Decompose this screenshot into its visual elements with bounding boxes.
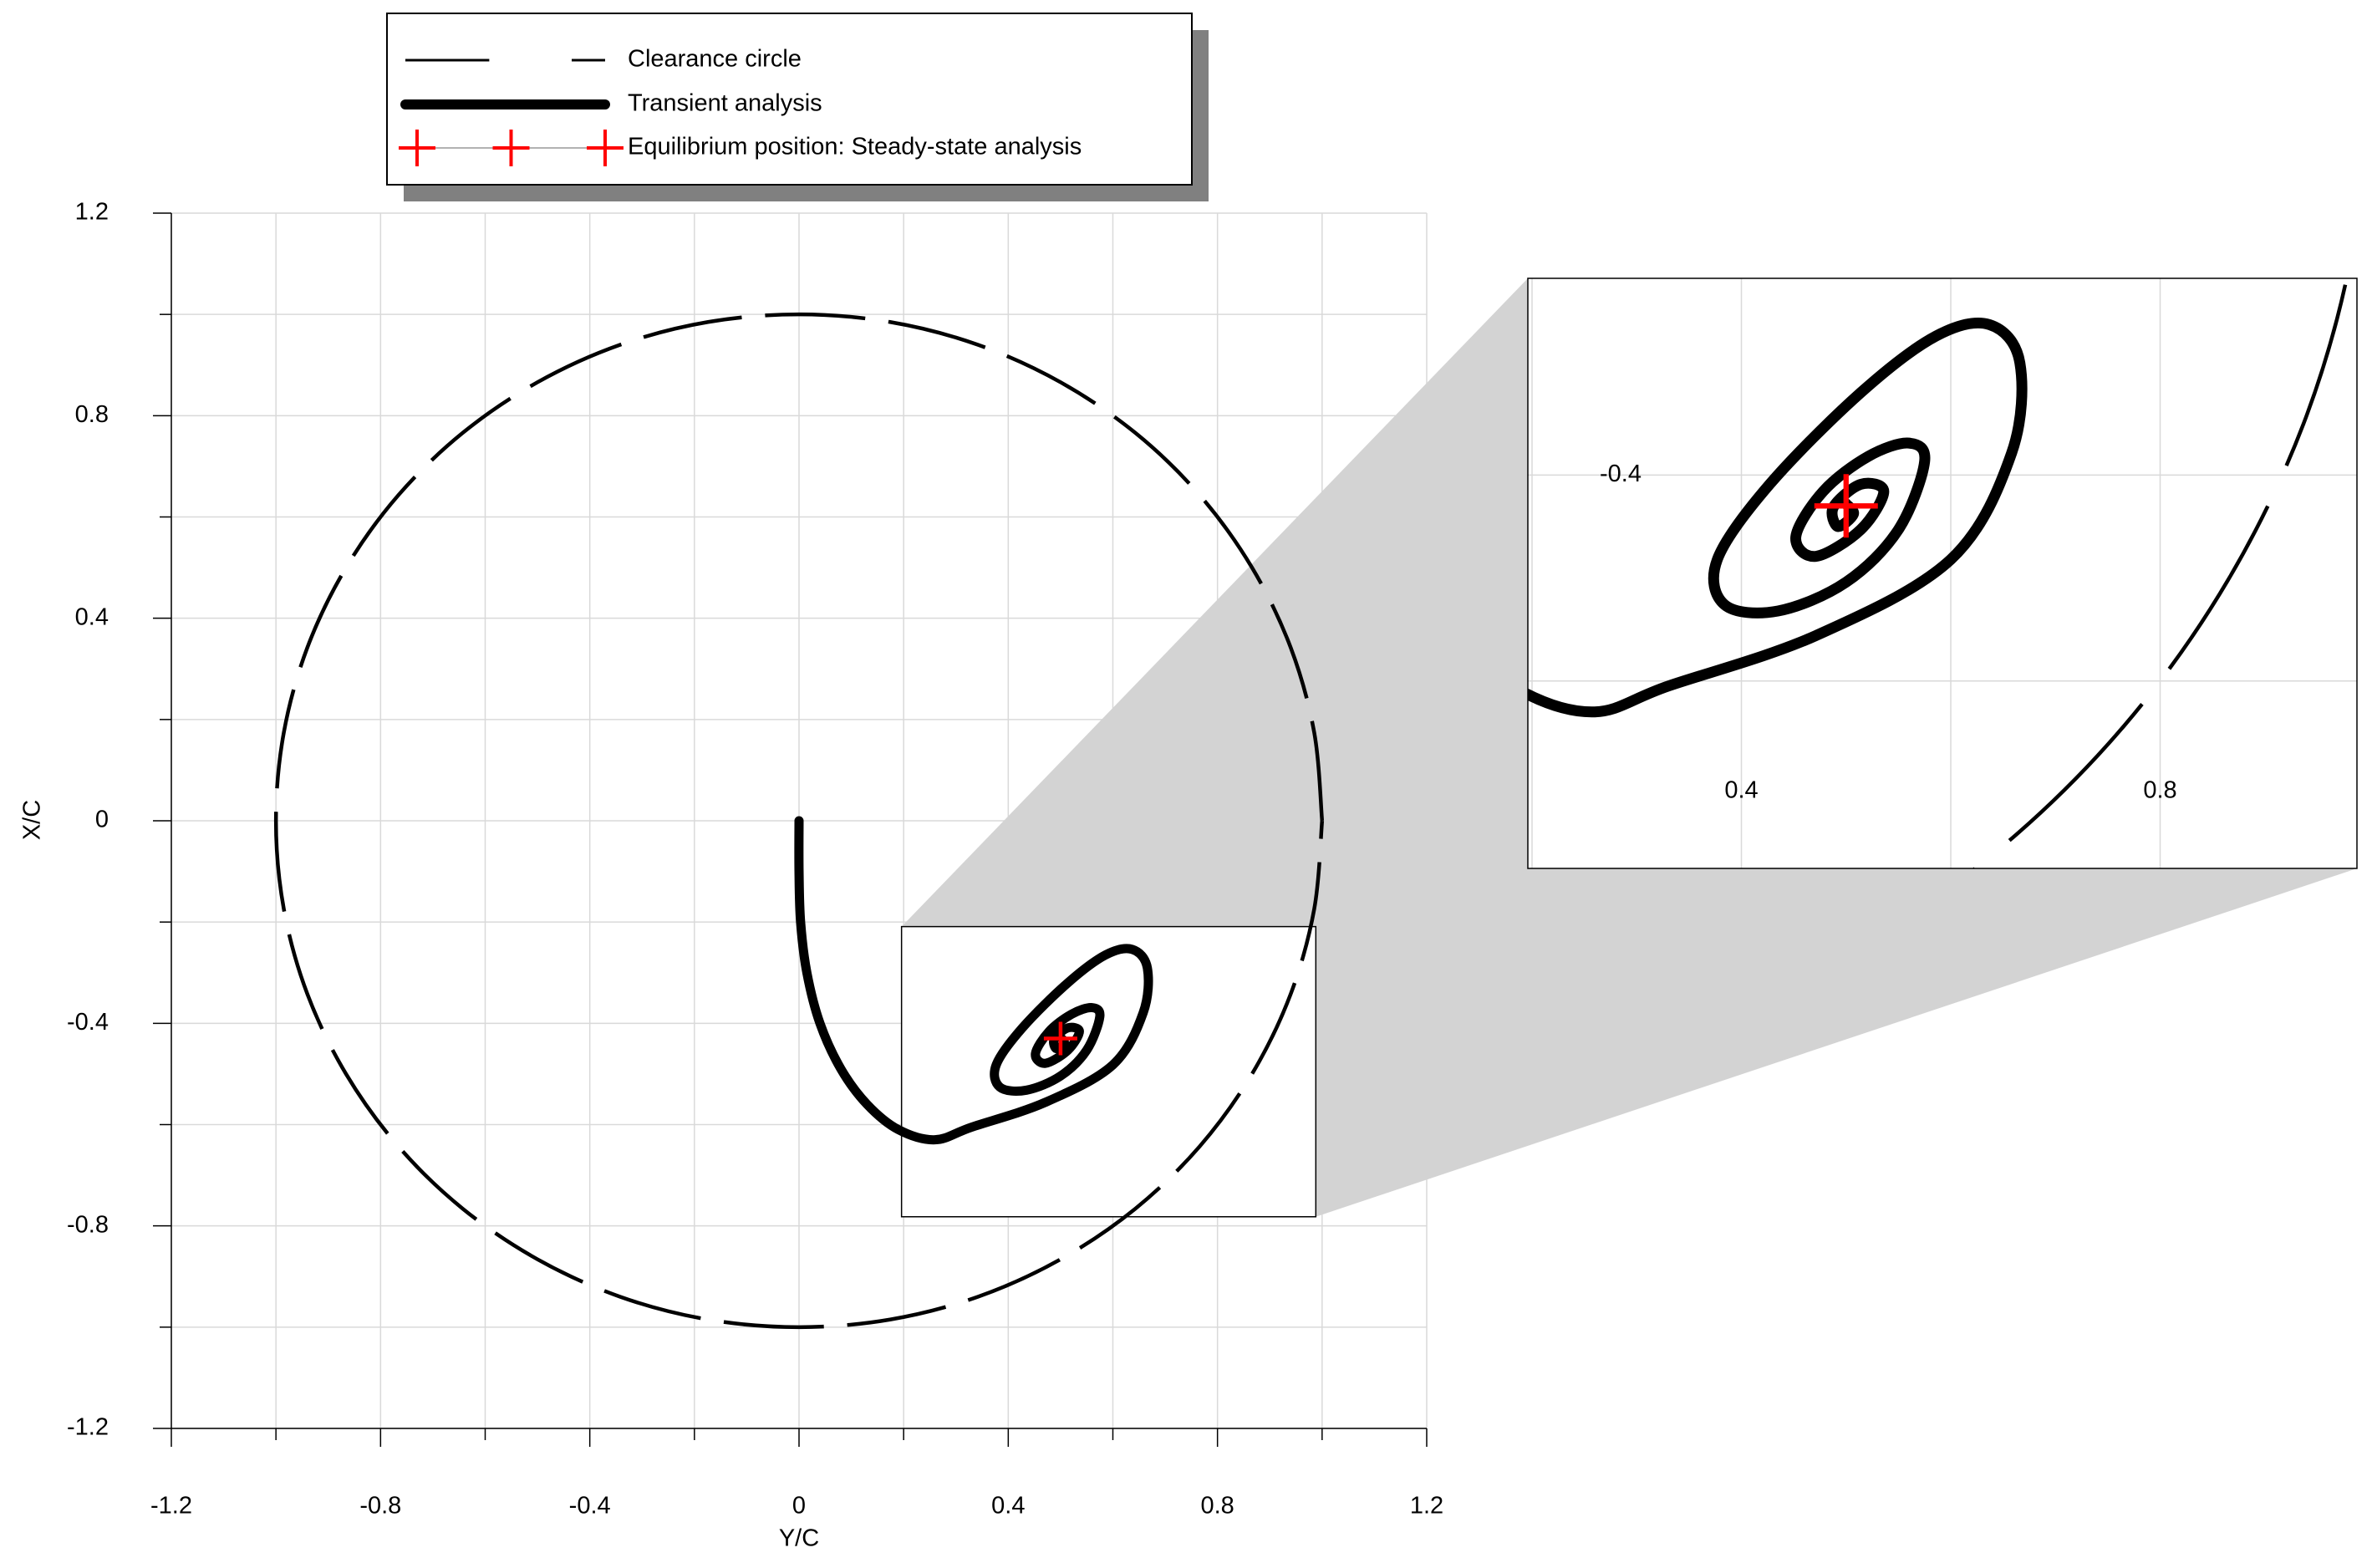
y-tick-label: 0 xyxy=(95,807,109,833)
marker xyxy=(587,130,624,166)
legend-label: Equilibrium position: Steady-state analy… xyxy=(628,134,1082,160)
legend-label: Transient analysis xyxy=(628,90,822,117)
y-tick-label: -1.2 xyxy=(67,1414,109,1441)
trajectory-line xyxy=(1528,317,2028,718)
y-tick-label: -0.8 xyxy=(67,1211,109,1238)
y-tick-label: 0.8 xyxy=(75,401,109,428)
y-axis-label: X/C xyxy=(19,800,46,840)
inset-y-tick-label: -0.4 xyxy=(1600,461,1642,487)
x-tick-label: 1.2 xyxy=(1410,1493,1443,1520)
inset-frame xyxy=(1527,277,2358,869)
marker xyxy=(399,130,435,166)
circle-line xyxy=(273,312,1325,1330)
y-tick-label: 0.4 xyxy=(75,603,109,630)
marker xyxy=(492,130,530,166)
inset-x-tick-label: 0.4 xyxy=(1724,777,1758,804)
inset-x-tick-label: 0.8 xyxy=(2143,777,2176,804)
x-tick-label: -0.4 xyxy=(569,1493,611,1520)
marker xyxy=(1814,474,1878,538)
y-tick-label: 1.2 xyxy=(75,199,109,226)
x-tick-label: 0 xyxy=(792,1493,806,1520)
x-axis-label: Y/C xyxy=(779,1525,819,1552)
x-tick-label: 0.4 xyxy=(991,1493,1025,1520)
x-tick-label: -1.2 xyxy=(150,1493,192,1520)
legend-box xyxy=(386,13,1193,186)
marker xyxy=(1043,1021,1077,1056)
legend-label: Clearance circle xyxy=(628,46,802,73)
x-tick-label: -0.8 xyxy=(359,1493,401,1520)
x-tick-label: 0.8 xyxy=(1201,1493,1234,1520)
y-tick-label: -0.4 xyxy=(67,1009,109,1036)
inset-plot: 0.4 0.8 -0.4 xyxy=(1528,278,2357,868)
trajectory-line xyxy=(794,816,1153,1145)
